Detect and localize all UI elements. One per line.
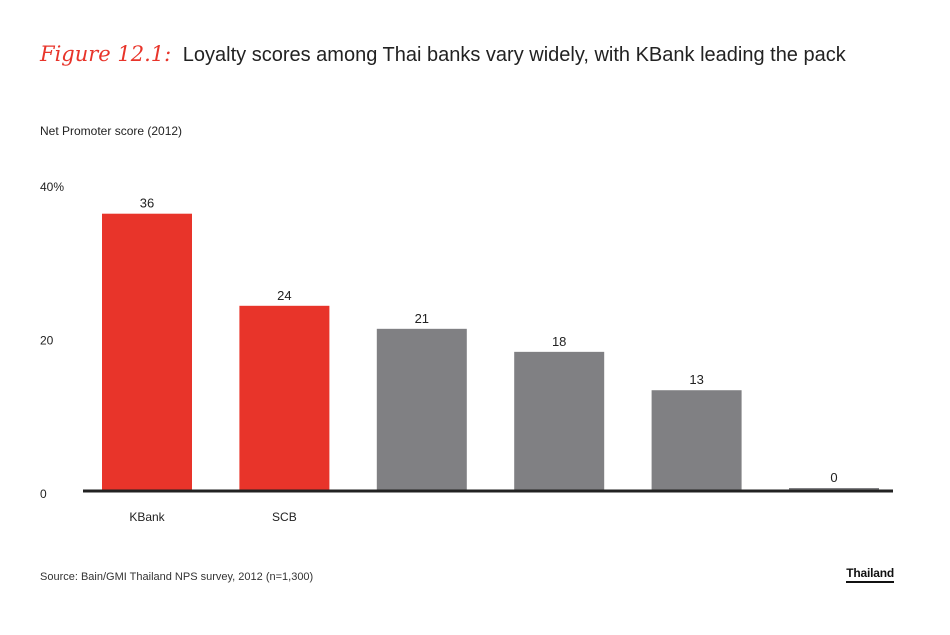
y-tick-label: 0 (40, 487, 47, 501)
bar (514, 351, 605, 490)
chart-title: Figure 12.1: Loyalty scores among Thai b… (40, 42, 846, 67)
x-category-label: KBank (129, 510, 165, 524)
source-note: Source: Bain/GMI Thailand NPS survey, 20… (40, 571, 314, 583)
figure-title-text: Loyalty scores among Thai banks vary wid… (182, 44, 846, 66)
brand-label: Thailand (846, 566, 894, 583)
bar-value-label: 21 (415, 311, 429, 326)
x-category-label: SCB (272, 510, 297, 524)
bar-value-label: 0 (830, 470, 837, 485)
bar (102, 213, 192, 490)
bar-value-label: 36 (140, 196, 154, 211)
figure-label: Figure 12.1: (40, 42, 172, 66)
y-axis-label: Net Promoter score (2012) (40, 124, 183, 138)
y-tick-label: 40% (40, 180, 64, 194)
bar-value-label: 18 (552, 334, 566, 349)
bar-value-label: 24 (277, 288, 291, 303)
bar-value-label: 13 (689, 372, 703, 387)
bar (376, 328, 467, 490)
bar (789, 488, 879, 490)
y-tick-label: 20 (40, 334, 54, 348)
bar (651, 390, 742, 490)
bar (239, 305, 330, 490)
